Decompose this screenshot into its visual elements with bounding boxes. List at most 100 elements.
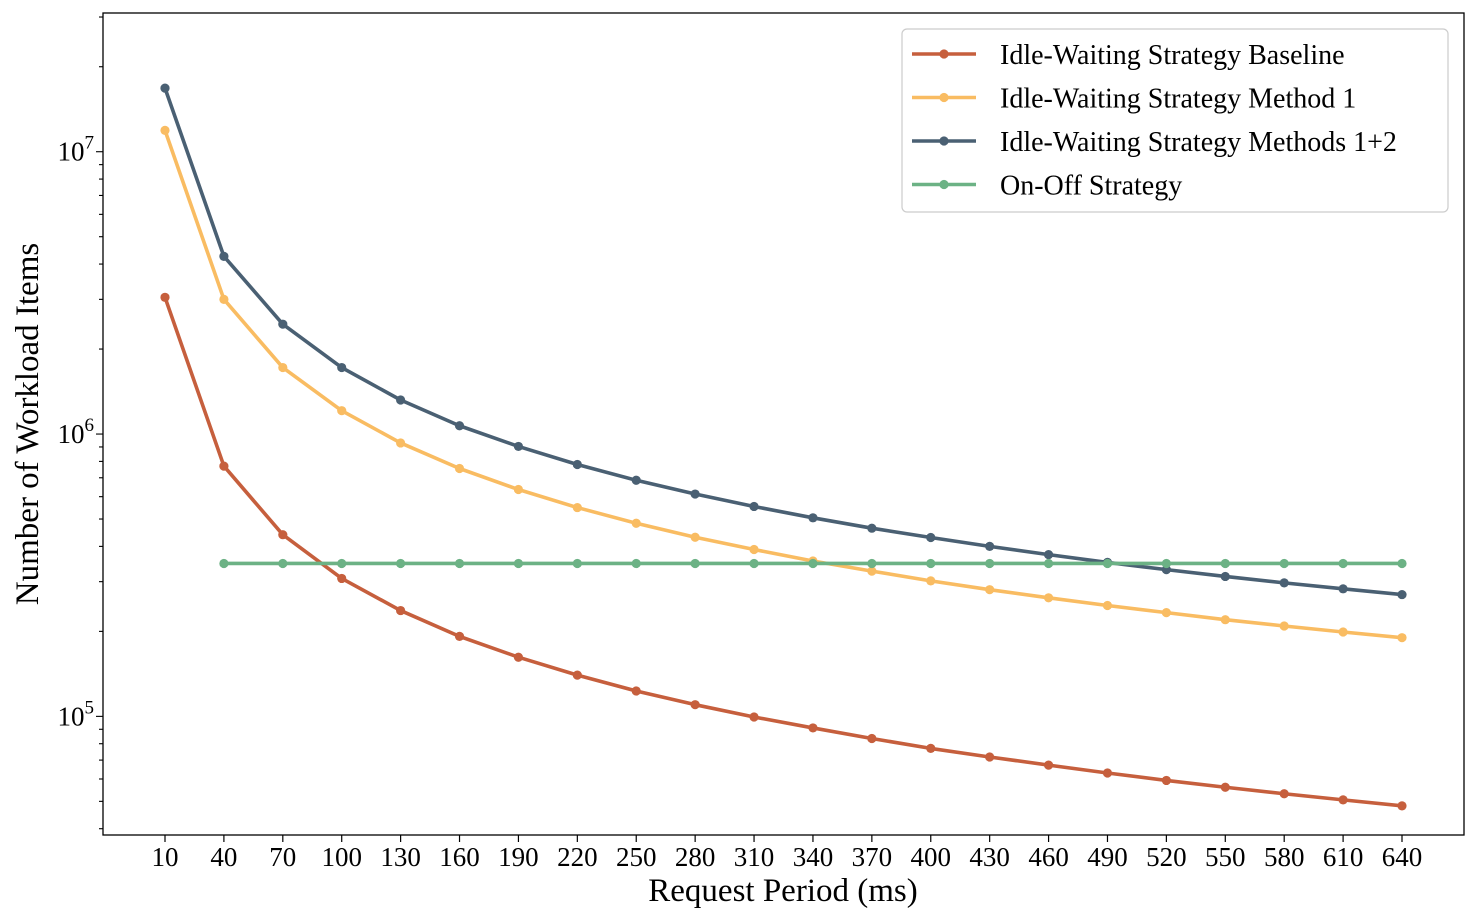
- series-3-point: [1397, 589, 1407, 600]
- series-2-point: [1161, 608, 1171, 618]
- series-2-point: [985, 585, 995, 595]
- legend-box: [901, 28, 1449, 213]
- series-3-point: [926, 532, 936, 543]
- series-1-point: [160, 292, 170, 302]
- series-1-point: [749, 712, 759, 722]
- series-4-point: [1102, 558, 1113, 569]
- series-1-point: [1279, 789, 1289, 799]
- x-tick-label: 520: [1146, 842, 1187, 872]
- series-3-point: [867, 523, 877, 533]
- x-tick-label: 430: [969, 842, 1010, 872]
- x-axis-label: Request Period (ms): [648, 873, 917, 909]
- x-tick-label: 460: [1028, 842, 1069, 872]
- x-tick-label: 190: [498, 842, 539, 872]
- series-3-point: [808, 513, 818, 523]
- legend-label: On-Off Strategy: [1000, 171, 1182, 202]
- series-2-point: [454, 463, 465, 474]
- series-1-point: [454, 631, 465, 641]
- legend-label: Idle-Waiting Strategy Method 1: [1000, 84, 1356, 115]
- series-4-point: [1161, 558, 1171, 569]
- x-tick-label: 160: [439, 842, 480, 872]
- x-tick-label: 10: [152, 842, 179, 872]
- series-1-point: [867, 733, 877, 744]
- x-tick-label: 370: [852, 842, 893, 872]
- plot-frame: [102, 12, 1465, 836]
- series-4-point: [513, 558, 524, 569]
- series-1-point: [278, 530, 288, 540]
- series-4-point: [572, 558, 582, 569]
- y-axis-label: Number of Workload Items: [10, 243, 46, 605]
- series-3-point: [1043, 550, 1054, 560]
- series-2-point: [572, 502, 582, 513]
- legend-swatch-marker: [939, 179, 949, 190]
- x-tick-label: 340: [793, 842, 834, 872]
- series-4-point: [808, 558, 818, 569]
- series-2-point: [926, 576, 936, 586]
- x-tick-label: 400: [911, 842, 952, 872]
- series-3-line: [163, 86, 1404, 597]
- series-1-line: [163, 295, 1404, 808]
- legend-item: Idle-Waiting Strategy Methods 1+2: [912, 127, 1397, 158]
- legend-item: On-Off Strategy: [912, 171, 1182, 202]
- series-2-point: [160, 125, 170, 135]
- series-1-point: [1220, 782, 1230, 792]
- series-2-point: [1043, 593, 1054, 603]
- series-1-point: [1338, 795, 1348, 805]
- series-3-point: [1220, 571, 1230, 582]
- series-2-point: [278, 362, 288, 373]
- series-3-point: [749, 501, 759, 512]
- series-2-point: [631, 518, 641, 528]
- series-1-point: [1397, 801, 1407, 811]
- series-2-point: [1102, 600, 1113, 611]
- x-tick-label: 580: [1264, 842, 1305, 872]
- legend-item: Idle-Waiting Strategy Method 1: [912, 84, 1356, 115]
- y-tick-label: 106: [58, 415, 95, 449]
- series-3-point: [1279, 578, 1289, 588]
- x-tick-label: 490: [1087, 842, 1128, 872]
- legend-swatch-marker: [939, 136, 949, 146]
- series-4-point: [690, 558, 700, 569]
- series-1: [160, 292, 1407, 811]
- series-4-point: [396, 558, 406, 569]
- series-3-point: [396, 395, 406, 405]
- x-tick-label: 100: [321, 842, 362, 872]
- series-3-point: [513, 441, 524, 452]
- series-3-point: [690, 489, 700, 499]
- x-tick-label: 40: [210, 842, 237, 872]
- series-4-point: [926, 558, 936, 569]
- x-tick-label: 280: [675, 842, 716, 872]
- series-1-point: [219, 461, 229, 471]
- series-3-point: [1338, 584, 1348, 594]
- series-1-point: [1161, 775, 1171, 786]
- series-3: [160, 83, 1407, 600]
- x-tick-label: 640: [1382, 842, 1423, 872]
- x-tick-label: 310: [734, 842, 775, 872]
- series-2-point: [337, 406, 347, 416]
- series-1-point: [631, 686, 641, 696]
- series-2-point: [1220, 615, 1230, 625]
- series-1-point: [337, 573, 347, 584]
- series-1-point: [1102, 768, 1113, 778]
- series-4-point: [985, 558, 995, 569]
- series-3-point: [985, 541, 995, 551]
- series-2-point: [1279, 621, 1289, 631]
- legend-swatch-marker: [939, 92, 949, 103]
- series-2-point: [1397, 633, 1407, 643]
- y-tick-label: 105: [58, 697, 95, 731]
- series-2-point: [219, 294, 229, 304]
- series-4-point: [1220, 558, 1230, 569]
- series-4-point: [749, 558, 759, 569]
- series-layer: [160, 83, 1407, 811]
- series-4-point: [1043, 558, 1054, 569]
- series-1-point: [985, 752, 995, 762]
- series-3-point: [278, 319, 288, 329]
- series-1-point: [926, 743, 936, 754]
- series-2-line: [163, 128, 1404, 640]
- series-1-point: [513, 652, 524, 662]
- legend-item: Idle-Waiting Strategy Baseline: [912, 40, 1345, 71]
- series-4-point: [337, 558, 347, 569]
- series-3-point: [337, 362, 347, 373]
- series-4-point: [631, 558, 641, 569]
- series-3-point: [454, 421, 465, 431]
